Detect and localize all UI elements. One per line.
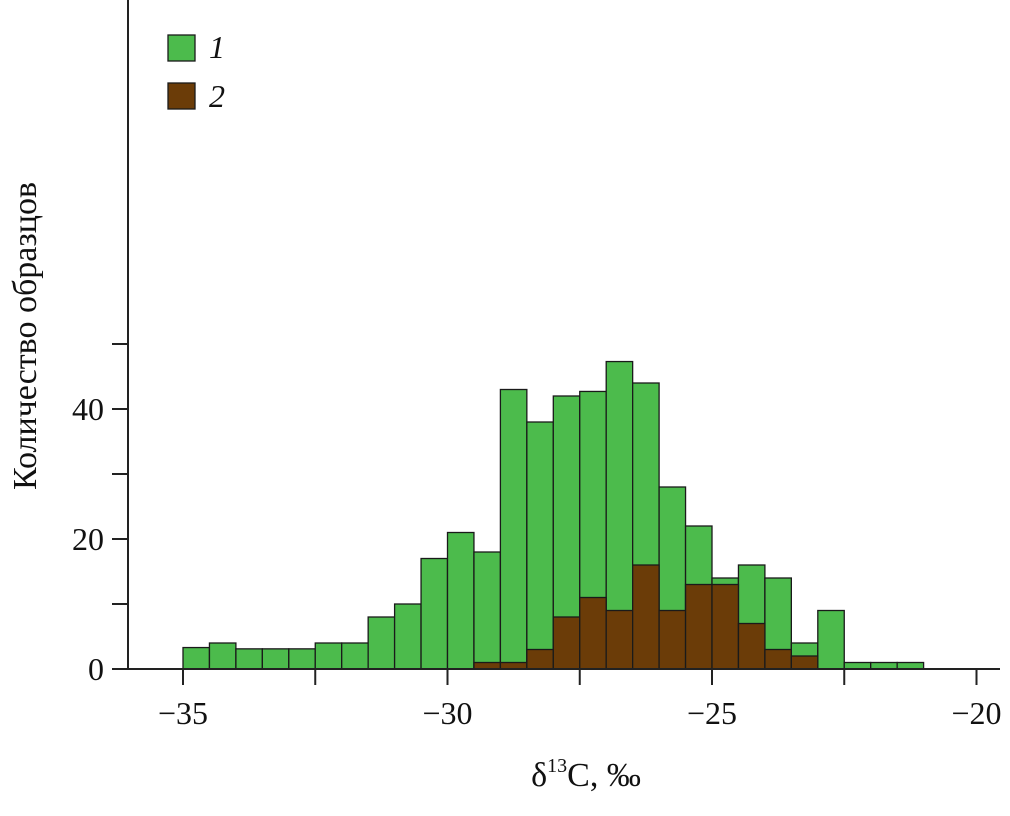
bar-series-1: [235, 648, 263, 670]
series-2-bars: [473, 564, 819, 670]
legend-label-series-2: 2: [209, 78, 225, 114]
x-tick-labels: −35 −30 −25 −20: [158, 695, 1002, 731]
bar-series-1: [817, 609, 845, 670]
bar-series-1: [473, 551, 502, 670]
bar-series-2: [711, 583, 740, 670]
bar-series-2: [526, 648, 554, 670]
bar-series-1: [288, 648, 316, 670]
bar-series-1: [182, 646, 211, 670]
bar-series-1: [446, 531, 475, 670]
bar-series-2: [605, 609, 634, 670]
x-tick-label: −35: [158, 695, 208, 731]
x-tick-label: −20: [951, 695, 1001, 731]
x-axis-title-rest: C, ‰: [567, 757, 641, 794]
axes: [112, 0, 1000, 685]
bar-series-2: [790, 655, 819, 670]
bar-series-1: [526, 421, 554, 670]
legend-swatch-series-1: [167, 34, 196, 62]
bar-series-1: [393, 603, 422, 670]
bar-series-1: [314, 642, 343, 670]
x-axis-title-main: δ: [531, 757, 547, 794]
bar-series-2: [737, 622, 766, 670]
bar-series-1: [341, 642, 369, 670]
y-tick-label: 20: [72, 521, 104, 557]
bar-series-1: [420, 557, 449, 670]
legend-swatch-series-2: [167, 82, 196, 110]
y-tick-labels: 0 20 40: [72, 391, 104, 687]
bar-series-2: [552, 616, 581, 670]
bar-series-2: [632, 564, 660, 670]
x-tick-label: −30: [422, 695, 472, 731]
x-axis-title: δ13C, ‰: [531, 755, 641, 794]
bar-series-1: [261, 648, 290, 670]
bar-series-2: [579, 596, 607, 670]
legend-label-series-1: 1: [209, 29, 225, 65]
bar-series-1: [499, 388, 528, 670]
bar-series-2: [658, 609, 687, 670]
x-axis-title-superscript: 13: [547, 755, 567, 777]
y-tick-label: 40: [72, 391, 104, 427]
bar-series-2: [684, 583, 713, 670]
y-axis-title: Количество образцов: [7, 182, 44, 490]
bar-series-1: [208, 642, 237, 670]
y-tick-label: 0: [88, 651, 104, 687]
legend: 1 2: [167, 29, 225, 114]
bar-series-2: [764, 648, 793, 670]
bar-series-1: [367, 616, 396, 670]
x-tick-label: −25: [687, 695, 737, 731]
